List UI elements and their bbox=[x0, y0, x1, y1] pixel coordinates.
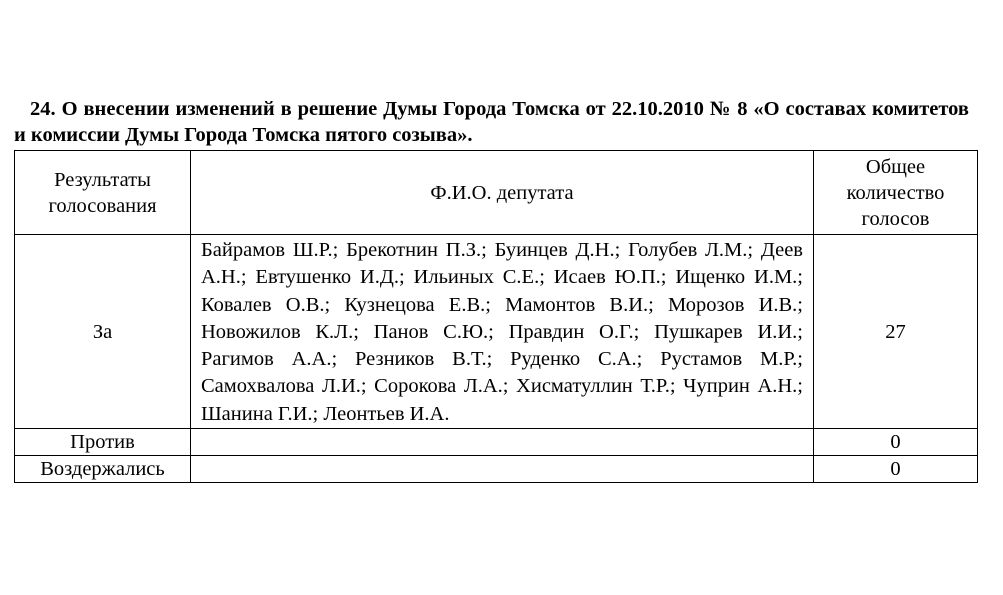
deputy-names-cell bbox=[190, 455, 814, 484]
count-cell: 27 bbox=[813, 233, 978, 430]
result-cell: Против bbox=[14, 428, 191, 457]
result-cell: Воздержались bbox=[14, 455, 191, 484]
count-cell: 0 bbox=[813, 428, 978, 457]
deputy-names-cell: Байрамов Ш.Р.; Брекотнин П.З.; Буинцев Д… bbox=[190, 233, 814, 430]
table-header-row: Результаты голосования Ф.И.О. депутата О… bbox=[14, 150, 978, 235]
deputy-names-cell bbox=[190, 428, 814, 457]
result-cell: За bbox=[14, 233, 191, 430]
table-row-against: Против 0 bbox=[14, 428, 978, 457]
table-row-abstained: Воздержались 0 bbox=[14, 455, 978, 484]
header-result: Результаты голосования bbox=[14, 150, 191, 235]
header-deputy-name: Ф.И.О. депутата bbox=[190, 150, 814, 235]
table-row-for: За Байрамов Ш.Р.; Брекотнин П.З.; Буинце… bbox=[14, 233, 978, 430]
count-cell: 0 bbox=[813, 455, 978, 484]
header-vote-count: Общее количество голосов bbox=[813, 150, 978, 235]
voting-results-table: Результаты голосования Ф.И.О. депутата О… bbox=[14, 150, 978, 484]
agenda-item-title: 24. О внесении изменений в решение Думы … bbox=[14, 98, 969, 146]
